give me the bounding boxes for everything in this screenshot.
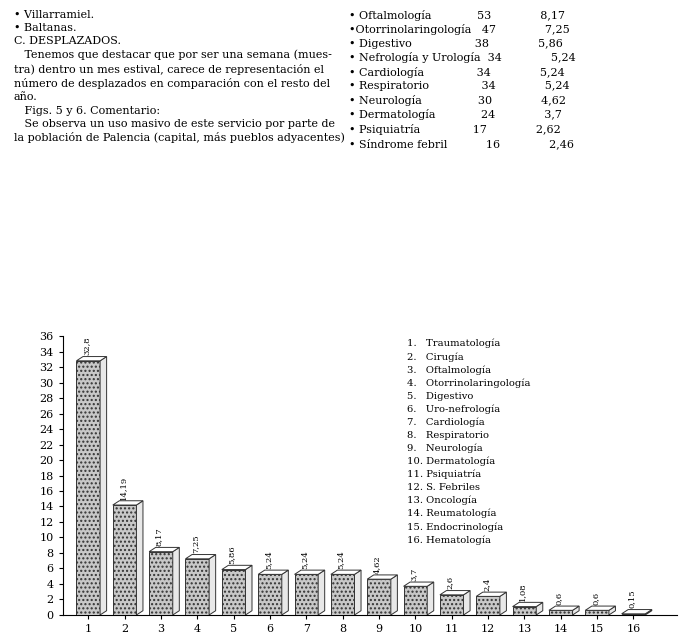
Polygon shape — [512, 602, 543, 607]
Text: 5,86: 5,86 — [228, 545, 236, 564]
Text: 0,6: 0,6 — [591, 592, 600, 605]
Polygon shape — [440, 595, 463, 615]
Text: • Oftalmología             53              8,17
•Otorrinolaringología   47      : • Oftalmología 53 8,17 •Otorrinolaringol… — [349, 10, 576, 149]
Polygon shape — [512, 607, 536, 615]
Polygon shape — [463, 591, 470, 615]
Text: 0,15: 0,15 — [628, 590, 636, 609]
Polygon shape — [209, 555, 216, 615]
Polygon shape — [258, 570, 288, 574]
Polygon shape — [355, 570, 361, 615]
Polygon shape — [331, 570, 361, 574]
Polygon shape — [318, 570, 325, 615]
Polygon shape — [222, 569, 246, 615]
Polygon shape — [367, 575, 397, 579]
Polygon shape — [173, 547, 179, 615]
Polygon shape — [222, 566, 252, 569]
Polygon shape — [609, 606, 616, 615]
Polygon shape — [500, 592, 507, 615]
Polygon shape — [367, 579, 391, 615]
Polygon shape — [186, 555, 216, 559]
Polygon shape — [536, 602, 543, 615]
Polygon shape — [295, 574, 318, 615]
Polygon shape — [622, 609, 652, 614]
Polygon shape — [100, 356, 107, 615]
Polygon shape — [622, 614, 645, 615]
Text: 5,24: 5,24 — [264, 550, 272, 569]
Text: 3,7: 3,7 — [410, 567, 417, 581]
Polygon shape — [403, 582, 433, 586]
Text: 2,6: 2,6 — [446, 576, 454, 590]
Text: 2,4: 2,4 — [482, 578, 490, 591]
Text: 7,25: 7,25 — [191, 534, 200, 553]
Polygon shape — [258, 574, 282, 615]
Polygon shape — [476, 592, 507, 597]
Polygon shape — [549, 611, 572, 615]
Polygon shape — [77, 356, 107, 361]
Polygon shape — [586, 611, 609, 615]
Polygon shape — [440, 591, 470, 595]
Polygon shape — [476, 597, 500, 615]
Polygon shape — [586, 606, 616, 611]
Text: 1,08: 1,08 — [519, 583, 526, 601]
Text: 5,24: 5,24 — [301, 550, 309, 569]
Text: 5,24: 5,24 — [337, 550, 345, 569]
Polygon shape — [136, 501, 143, 615]
Polygon shape — [549, 606, 579, 611]
Polygon shape — [403, 586, 427, 615]
Polygon shape — [246, 566, 252, 615]
Text: 0,6: 0,6 — [555, 592, 563, 605]
Polygon shape — [427, 582, 433, 615]
Text: 8,17: 8,17 — [155, 527, 163, 547]
Polygon shape — [331, 574, 355, 615]
Text: 32,8: 32,8 — [82, 337, 91, 356]
Polygon shape — [295, 570, 325, 574]
Polygon shape — [77, 361, 100, 615]
Polygon shape — [113, 505, 136, 615]
Text: • Villarramiel.
• Baltanas.
C. DESPLAZADOS.
   Tenemos que destacar que por ser : • Villarramiel. • Baltanas. C. DESPLAZAD… — [14, 10, 345, 143]
Polygon shape — [113, 501, 143, 505]
Text: 4,62: 4,62 — [373, 555, 381, 574]
Polygon shape — [186, 559, 209, 615]
Polygon shape — [149, 547, 179, 552]
Text: 14,19: 14,19 — [119, 476, 127, 500]
Polygon shape — [391, 575, 397, 615]
Polygon shape — [282, 570, 288, 615]
Polygon shape — [572, 606, 579, 615]
Polygon shape — [645, 609, 652, 615]
Polygon shape — [149, 552, 173, 615]
Text: 1.   Traumatología
2.   Cirugía
3.   Oftalmología
4.   Otorrinolaringología
5.  : 1. Traumatología 2. Cirugía 3. Oftalmolo… — [407, 339, 530, 545]
